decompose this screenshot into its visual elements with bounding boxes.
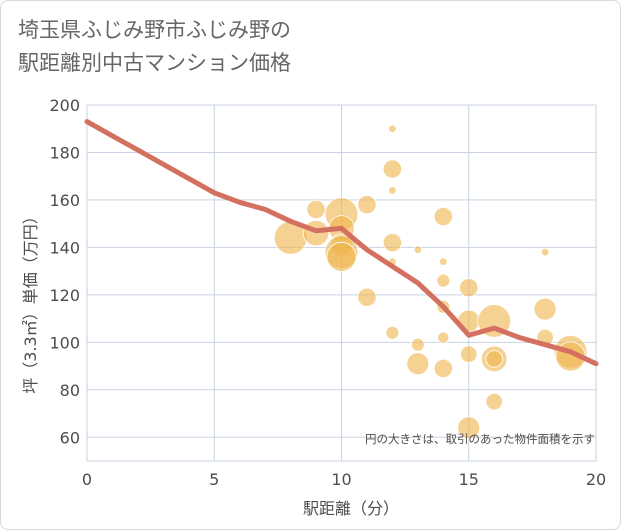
- data-bubble: [457, 416, 481, 440]
- data-bubble: [433, 206, 453, 227]
- data-bubble: [406, 352, 430, 376]
- x-tick-label: 0: [82, 470, 92, 489]
- y-tick-label: 120: [49, 286, 80, 305]
- data-bubble: [388, 124, 397, 133]
- data-bubble: [436, 273, 451, 288]
- y-axis-title: 坪（3.3㎡）単価（万円）: [21, 208, 40, 393]
- data-bubble: [485, 350, 503, 368]
- bubble-layer: [273, 124, 588, 440]
- x-tick-label: 10: [331, 470, 351, 489]
- data-bubble: [460, 345, 478, 363]
- data-bubble: [485, 392, 503, 411]
- y-tick-label: 200: [49, 96, 80, 115]
- data-bubble: [410, 337, 425, 352]
- y-tick-label: 160: [49, 191, 80, 210]
- y-tick-label: 100: [49, 333, 80, 352]
- y-tick-label: 80: [60, 381, 80, 400]
- data-bubble: [388, 186, 397, 195]
- data-bubble: [385, 325, 400, 340]
- grid-lines: [86, 104, 597, 462]
- data-bubble: [459, 278, 479, 298]
- x-axis-title: 駅距離（分）: [303, 499, 399, 518]
- y-tick-label: 60: [60, 428, 80, 447]
- data-bubble: [533, 297, 557, 321]
- data-bubble: [306, 199, 326, 220]
- data-bubble: [540, 247, 550, 257]
- chart-title: 埼玉県ふじみ野市ふじみ野の 駅距離別中古マンション価格: [18, 14, 608, 80]
- chart-title-line-2: 駅距離別中古マンション価格: [18, 51, 291, 75]
- y-tick-label: 140: [49, 238, 80, 257]
- trend-line: [84, 119, 599, 367]
- data-bubble: [413, 245, 423, 254]
- x-tick-label: 15: [459, 470, 479, 489]
- x-tick-label: 5: [209, 470, 219, 489]
- x-tick-label: 20: [586, 470, 606, 489]
- data-bubble: [357, 287, 377, 307]
- trend-line-layer: [84, 119, 599, 367]
- bubble-size-note: 円の大きさは、取引のあった物件面積を示す: [365, 432, 595, 446]
- tick-labels: 0 5 10 15 20 60 80 100 120 140 160 180 200: [49, 96, 606, 489]
- data-bubble: [433, 358, 453, 379]
- chart-title-line-1: 埼玉県ふじみ野市ふじみ野の: [18, 18, 291, 42]
- data-bubble: [382, 159, 402, 179]
- data-bubble: [357, 195, 377, 215]
- data-bubble: [439, 257, 448, 266]
- data-bubble: [437, 331, 450, 344]
- data-bubble: [382, 233, 402, 253]
- data-bubble: [326, 241, 357, 272]
- y-tick-label: 180: [49, 143, 80, 162]
